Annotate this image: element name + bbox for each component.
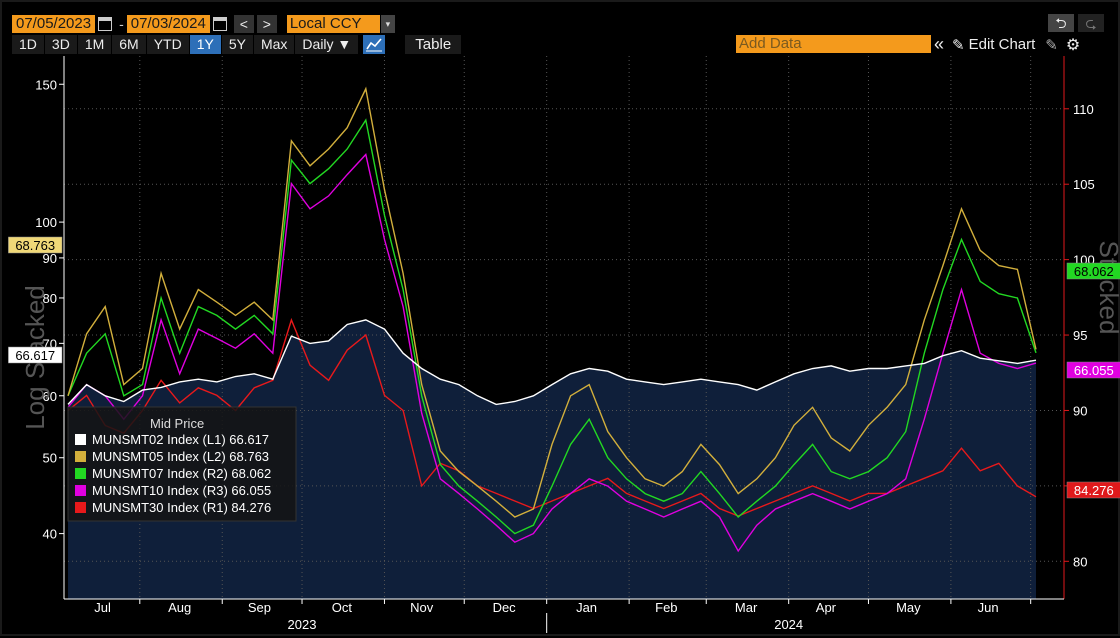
legend-entry: MUNSMT10 Index (R3) 66.055 (92, 483, 271, 498)
right-tick-label: 110 (1073, 102, 1094, 117)
series-line-munsmt02 (67, 319, 1037, 406)
x-tick-label: Mar (735, 600, 758, 615)
left-tick-label: 60 (43, 389, 57, 404)
legend-swatch (75, 485, 86, 496)
period-button-1y[interactable]: 1Y (189, 35, 221, 54)
legend-entry: MUNSMT07 Index (R2) 68.062 (92, 466, 271, 481)
period-button-ytd[interactable]: YTD (146, 35, 189, 54)
period-button-1m[interactable]: 1M (77, 35, 112, 54)
legend-entry: MUNSMT05 Index (L2) 68.763 (92, 449, 269, 464)
legend-swatch (75, 434, 86, 445)
last-value-munsmt07: 68.062 (1074, 264, 1114, 279)
end-date-input[interactable]: 07/03/2024 (126, 14, 210, 33)
date-separator: - (119, 15, 124, 32)
legend-swatch (75, 468, 86, 479)
left-tick-label: 150 (35, 77, 57, 92)
calendar-icon[interactable] (98, 16, 113, 31)
series-line-munsmt07 (67, 118, 1037, 535)
chevron-down-icon[interactable]: ▾ (380, 14, 395, 33)
next-period-button[interactable]: > (256, 14, 277, 33)
series-line-munsmt30 (67, 317, 1037, 517)
x-tick-label: Nov (410, 600, 434, 615)
x-tick-label: Dec (493, 600, 517, 615)
right-tick-label: 95 (1073, 328, 1087, 343)
frequency-select[interactable]: Daily ▼ (295, 35, 359, 54)
undo-button[interactable]: ⮌ (1048, 14, 1074, 32)
x-tick-label: May (896, 600, 921, 615)
period-button-5y[interactable]: 5Y (221, 35, 253, 54)
last-value-munsmt02: 66.617 (15, 348, 55, 363)
edit-icon[interactable]: ✎ (1045, 36, 1058, 54)
right-tick-label: 80 (1073, 554, 1087, 569)
x-tick-label: Jun (978, 600, 999, 615)
last-value-munsmt10: 66.055 (1074, 363, 1114, 378)
add-data-input[interactable]: Add Data (736, 35, 931, 53)
left-tick-label: 90 (43, 251, 57, 266)
x-tick-label: Aug (168, 600, 191, 615)
legend-title: Mid Price (150, 416, 204, 431)
currency-select[interactable]: Local CCY (286, 14, 380, 33)
x-tick-label: Apr (816, 600, 837, 615)
x-tick-label: Feb (655, 600, 677, 615)
x-tick-label: Jul (94, 600, 111, 615)
x-tick-label: Jan (576, 600, 597, 615)
x-tick-label: Sep (248, 600, 271, 615)
legend-entry: MUNSMT02 Index (L1) 66.617 (92, 432, 269, 447)
last-value-munsmt05-bg (8, 236, 63, 254)
prev-period-button[interactable]: < (233, 14, 254, 33)
x-tick-label: Oct (332, 600, 353, 615)
legend-swatch (75, 451, 86, 462)
calendar-icon[interactable] (212, 16, 227, 31)
chart-tools: « ✎ Edit Chart ✎ ⚙ (934, 34, 1081, 54)
pencil-icon[interactable]: ✎ (952, 36, 965, 54)
table-button[interactable]: Table (405, 35, 462, 54)
left-tick-label: 100 (35, 215, 57, 230)
right-axis-label: Stacked (1094, 241, 1120, 335)
year-label: 2023 (288, 617, 317, 632)
line-chart-icon[interactable] (363, 35, 386, 54)
right-tick-label: 105 (1073, 177, 1095, 192)
legend-swatch (75, 502, 86, 513)
left-tick-label: 40 (43, 527, 57, 542)
collapse-icon[interactable]: « (934, 34, 945, 54)
last-value-munsmt30-bg (1066, 481, 1120, 499)
series-line-munsmt05 (67, 86, 1037, 518)
last-value-munsmt02-bg (8, 346, 63, 364)
right-tick-label: 90 (1073, 403, 1087, 418)
period-buttons: 1D 3D 1M 6M YTD 1Y 5Y Max (12, 35, 295, 54)
legend-entry: MUNSMT30 Index (R1) 84.276 (92, 500, 271, 515)
start-date-input[interactable]: 07/05/2023 (12, 14, 96, 33)
period-button-3d[interactable]: 3D (44, 35, 77, 54)
redo-button[interactable]: ⮎ (1078, 14, 1104, 32)
period-button-1d[interactable]: 1D (12, 35, 44, 54)
legend-box (67, 406, 297, 522)
series-area-munsmt02 (68, 319, 1036, 599)
edit-chart-button[interactable]: Edit Chart (968, 36, 1036, 53)
last-value-munsmt30: 84.276 (1074, 483, 1114, 498)
last-value-munsmt10-bg (1066, 361, 1120, 379)
period-toolbar: 1D 3D 1M 6M YTD 1Y 5Y Max Daily ▼ Table (12, 35, 462, 54)
left-tick-label: 80 (43, 291, 57, 306)
period-button-6m[interactable]: 6M (112, 35, 146, 54)
year-label: 2024 (774, 617, 803, 632)
period-button-max[interactable]: Max (253, 35, 295, 54)
last-value-munsmt05: 68.763 (15, 238, 55, 253)
series-line-munsmt10 (67, 153, 1037, 553)
date-range-toolbar: 07/05/2023 - 07/03/2024 < > Local CCY ▾ (12, 14, 395, 33)
left-tick-label: 50 (43, 451, 57, 466)
last-value-munsmt07-bg (1066, 262, 1120, 280)
gear-icon[interactable]: ⚙ (1065, 36, 1081, 54)
